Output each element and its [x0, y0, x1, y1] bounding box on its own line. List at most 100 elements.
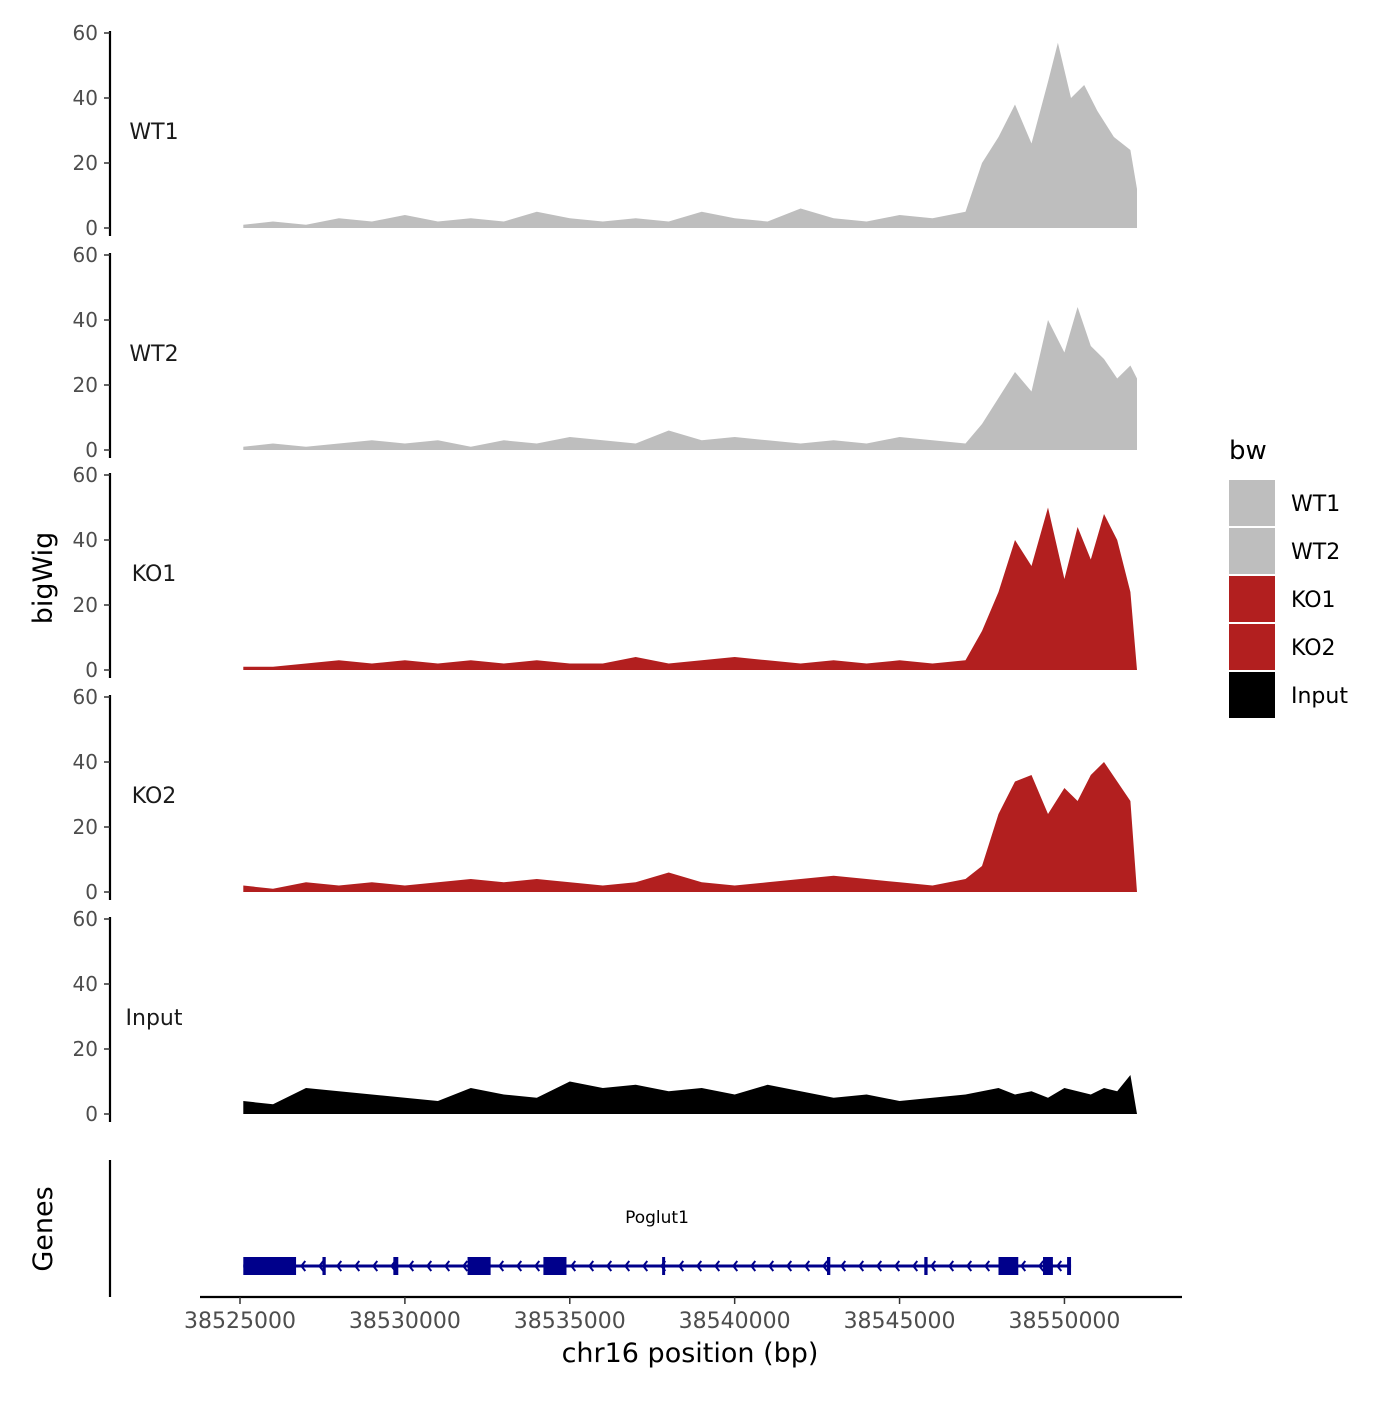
- panel-input: 0 20 40 60 Input: [73, 907, 1138, 1126]
- track-panels: 0 20 40 60 WT1 0 20 40 60 WT2 0 20 40 60 KO1 0 20 40 60 KO2…: [73, 21, 1138, 1126]
- exon-block: [827, 1257, 831, 1275]
- strand-arrow: [462, 1260, 469, 1272]
- genes-track: Genes Poglut1: [28, 1160, 1072, 1297]
- strand-arrow: [444, 1260, 451, 1272]
- strand-arrow: [1056, 1260, 1063, 1272]
- y-tick-label: 60: [73, 243, 98, 267]
- area-wt2: [243, 307, 1138, 450]
- track-label-ko1: KO1: [132, 562, 177, 587]
- exon-block: [1043, 1257, 1053, 1275]
- strand-arrow: [354, 1260, 361, 1272]
- legend-swatch-wt1: [1229, 480, 1275, 526]
- area-ko2: [243, 762, 1138, 892]
- y-tick-label: 20: [73, 1037, 98, 1061]
- legend: bw WT1 WT2 KO1 KO2 Input: [1229, 436, 1348, 718]
- exon-block: [543, 1257, 567, 1275]
- y-tick-label: 40: [73, 972, 98, 996]
- panel-ko1: 0 20 40 60 KO1: [73, 463, 1138, 682]
- y-axis-title: bigWig: [28, 532, 59, 625]
- y-tick-label: 60: [73, 21, 98, 45]
- y-tick-label: 60: [73, 907, 98, 931]
- strand-arrow: [696, 1260, 703, 1272]
- area-ko1: [243, 507, 1138, 670]
- strand-arrow: [516, 1260, 523, 1272]
- y-tick-label: 40: [73, 308, 98, 332]
- legend-swatch-ko2: [1229, 624, 1275, 670]
- legend-label-input: Input: [1291, 684, 1348, 709]
- strand-arrow: [840, 1260, 847, 1272]
- gene-name-label: Poglut1: [625, 1208, 689, 1228]
- exon-block: [924, 1257, 928, 1275]
- strand-arrow: [714, 1260, 721, 1272]
- x-tick-label: 38550000: [1008, 1309, 1120, 1334]
- strand-arrow: [876, 1260, 883, 1272]
- x-tick-label: 38530000: [349, 1309, 461, 1334]
- legend-label-wt1: WT1: [1291, 492, 1340, 517]
- strand-arrow: [408, 1260, 415, 1272]
- panel-wt1: 0 20 40 60 WT1: [73, 21, 1138, 240]
- strand-arrow: [984, 1260, 991, 1272]
- exon-block: [1067, 1257, 1072, 1275]
- legend-swatch-ko1: [1229, 576, 1275, 622]
- strand-arrow: [912, 1260, 919, 1272]
- panel-wt2: 0 20 40 60 WT2: [73, 243, 1138, 462]
- y-tick-label: 0: [85, 880, 98, 904]
- exon-block: [393, 1257, 399, 1275]
- strand-arrow: [678, 1260, 685, 1272]
- strand-arrow: [336, 1260, 343, 1272]
- legend-label-wt2: WT2: [1291, 540, 1340, 565]
- strand-arrow: [858, 1260, 865, 1272]
- strand-arrow: [498, 1260, 505, 1272]
- legend-label-ko2: KO2: [1291, 636, 1336, 661]
- y-tick-label: 60: [73, 463, 98, 487]
- strand-arrow: [534, 1260, 541, 1272]
- track-label-wt1: WT1: [129, 120, 178, 145]
- strand-arrow: [930, 1260, 937, 1272]
- y-tick-label: 0: [85, 216, 98, 240]
- exon-block: [662, 1257, 666, 1275]
- strand-arrow: [1020, 1260, 1027, 1272]
- legend-title: bw: [1229, 436, 1267, 466]
- strand-arrow: [624, 1260, 631, 1272]
- y-tick-label: 0: [85, 658, 98, 682]
- strand-arrow: [894, 1260, 901, 1272]
- y-tick-label: 0: [85, 1102, 98, 1126]
- strand-arrow: [966, 1260, 973, 1272]
- exon-block: [467, 1257, 491, 1275]
- y-tick-label: 20: [73, 593, 98, 617]
- x-tick-label: 38525000: [184, 1309, 296, 1334]
- strand-arrow: [948, 1260, 955, 1272]
- y-tick-label: 0: [85, 438, 98, 462]
- strand-arrow: [732, 1260, 739, 1272]
- panel-ko2: 0 20 40 60 KO2: [73, 685, 1138, 904]
- strand-arrow: [750, 1260, 757, 1272]
- y-tick-label: 20: [73, 815, 98, 839]
- legend-swatch-wt2: [1229, 528, 1275, 574]
- legend-swatch-input: [1229, 672, 1275, 718]
- track-label-input: Input: [126, 1006, 183, 1031]
- strand-arrow: [804, 1260, 811, 1272]
- x-axis-title: chr16 position (bp): [562, 1338, 819, 1369]
- y-tick-label: 60: [73, 685, 98, 709]
- strand-arrow: [606, 1260, 613, 1272]
- y-tick-label: 20: [73, 151, 98, 175]
- genes-track-title: Genes: [28, 1186, 59, 1271]
- y-tick-label: 40: [73, 528, 98, 552]
- track-label-wt2: WT2: [129, 342, 178, 367]
- area-input: [243, 1075, 1138, 1114]
- strand-arrow: [1038, 1260, 1045, 1272]
- exon-block: [322, 1257, 326, 1275]
- x-tick-label: 38535000: [514, 1309, 626, 1334]
- strand-arrow: [822, 1260, 829, 1272]
- legend-label-ko1: KO1: [1291, 588, 1336, 613]
- strand-arrow: [300, 1260, 307, 1272]
- strand-arrow: [426, 1260, 433, 1272]
- strand-arrow: [318, 1260, 325, 1272]
- y-tick-label: 20: [73, 373, 98, 397]
- strand-arrow: [372, 1260, 379, 1272]
- y-tick-label: 40: [73, 86, 98, 110]
- strand-arrow: [642, 1260, 649, 1272]
- exon-block: [243, 1257, 297, 1275]
